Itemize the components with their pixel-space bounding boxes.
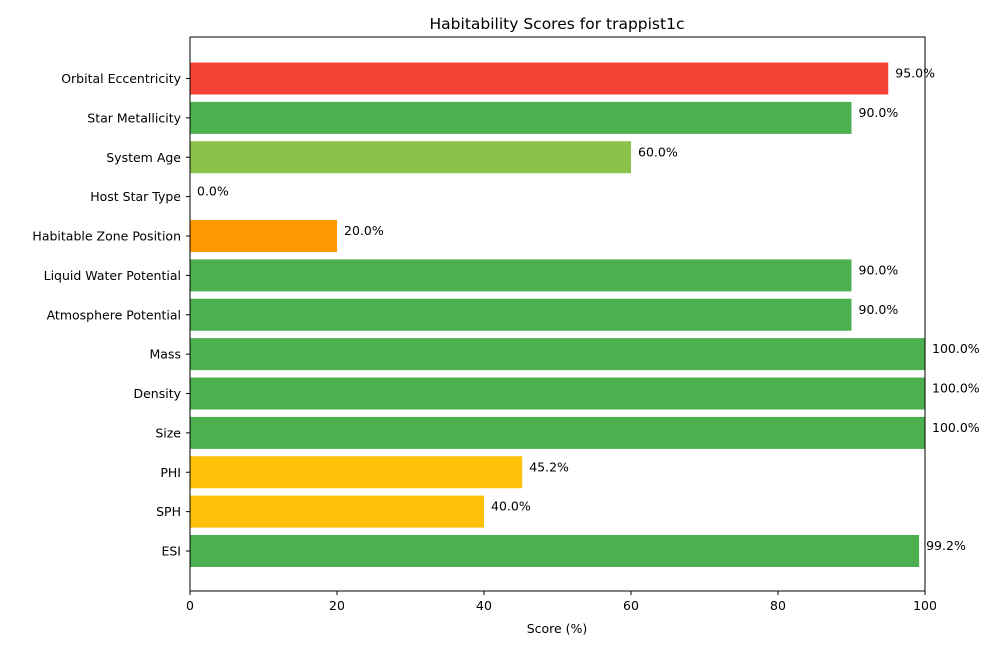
value-label: 90.0% — [859, 262, 899, 277]
y-tick-label: Orbital Eccentricity — [61, 71, 181, 86]
bar-density — [190, 377, 925, 410]
x-tick-label: 0 — [186, 598, 194, 613]
y-tick-label: ESI — [161, 544, 181, 559]
x-tick-label: 100 — [913, 598, 937, 613]
value-label: 95.0% — [895, 66, 935, 81]
y-tick-label: SPH — [156, 504, 181, 519]
y-tick-label: PHI — [160, 465, 181, 480]
bar-phi — [190, 456, 523, 489]
y-tick-label: Size — [155, 425, 181, 440]
bar-habitable-zone-position — [190, 220, 337, 252]
y-tick-label: Mass — [150, 347, 181, 362]
x-tick-label: 40 — [476, 598, 492, 613]
x-tick-label: 20 — [329, 598, 345, 613]
value-label: 100.0% — [932, 381, 980, 396]
y-tick-label: Density — [133, 386, 181, 401]
bar-atmosphere-potential — [190, 298, 852, 331]
x-axis: 0 20 40 60 80 100 — [186, 591, 937, 613]
value-label: 100.0% — [932, 341, 980, 356]
value-label: 90.0% — [859, 302, 899, 317]
plot-frame — [189, 36, 926, 592]
bar-sph — [190, 495, 484, 528]
y-tick-label: Liquid Water Potential — [44, 268, 181, 283]
y-tick-label: Host Star Type — [90, 189, 181, 204]
value-label: 0.0% — [197, 184, 229, 199]
value-label: 40.0% — [491, 499, 531, 514]
y-tick-label: Star Metallicity — [87, 110, 181, 125]
x-tick-label: 80 — [770, 598, 786, 613]
chart-title: Habitability Scores for trappist1c — [430, 15, 685, 33]
bars-group — [190, 62, 925, 567]
bar-size — [190, 416, 925, 449]
bar-system-age — [190, 141, 631, 174]
value-label: 45.2% — [529, 459, 569, 474]
x-axis-label: Score (%) — [527, 621, 588, 636]
value-label: 60.0% — [638, 144, 678, 159]
y-axis: ESI SPH PHI Size Density Mass Atmosphere Poten… — [32, 71, 190, 559]
value-label: 99.2% — [926, 538, 966, 553]
bar-esi — [190, 535, 920, 567]
value-labels-group: 99.2% 40.0% 45.2% 100.0% 100.0% 100.0% 90.0% 90… — [197, 66, 980, 554]
x-tick-label: 60 — [623, 598, 639, 613]
bar-liquid-water-potential — [190, 259, 852, 292]
bar-mass — [190, 338, 925, 371]
bar-star-metallicity — [190, 101, 852, 134]
value-label: 20.0% — [344, 223, 384, 238]
y-tick-label: Atmosphere Potential — [47, 307, 181, 322]
y-tick-label: System Age — [106, 150, 181, 165]
value-label: 100.0% — [932, 420, 980, 435]
value-label: 90.0% — [859, 105, 899, 120]
y-tick-label: Habitable Zone Position — [32, 229, 181, 244]
bar-orbital-eccentricity — [190, 62, 889, 95]
